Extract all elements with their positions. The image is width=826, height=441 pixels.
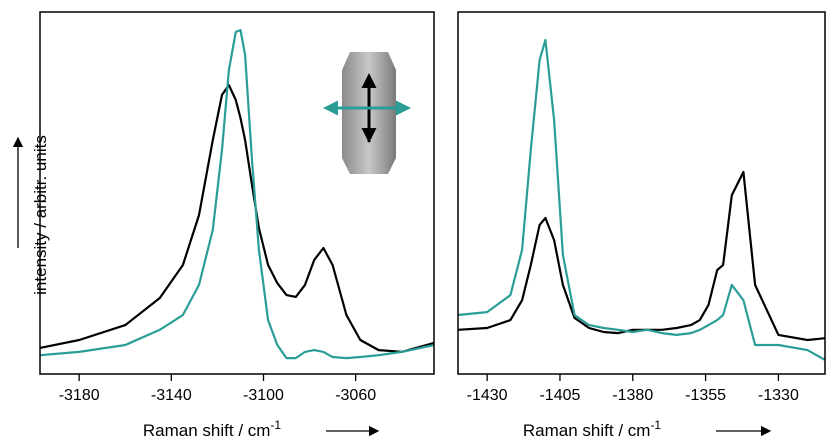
x-tick-label: -3100 — [243, 387, 284, 404]
x-tick-label: -1380 — [612, 387, 653, 404]
crystal-inset — [323, 52, 411, 174]
x-axis-label-sup: -1 — [270, 418, 281, 432]
x-tick-label: -3180 — [59, 387, 100, 404]
x-tick-label: -1405 — [539, 387, 580, 404]
x-tick-label: -1330 — [758, 387, 799, 404]
data-line — [457, 38, 826, 361]
x-axis-label-text: Raman shift / cm — [523, 421, 651, 440]
data-line — [457, 170, 826, 342]
x-axis-label-sup: -1 — [650, 418, 661, 432]
data-line — [39, 29, 435, 360]
x-tick-label: -3060 — [335, 387, 376, 404]
x-tick-label: -1430 — [467, 387, 508, 404]
x-tick-label: -1355 — [685, 387, 726, 404]
plot-frame — [457, 11, 826, 375]
x-axis-label: Raman shift / cm-1 — [143, 418, 282, 440]
x-axis-label: Raman shift / cm-1 — [523, 418, 662, 440]
plot-frame — [39, 11, 435, 375]
x-tick-label: -3140 — [151, 387, 192, 404]
y-axis-label: intensity / arbitr. units — [31, 135, 50, 295]
data-line — [39, 84, 435, 353]
x-axis-label-text: Raman shift / cm — [143, 421, 271, 440]
